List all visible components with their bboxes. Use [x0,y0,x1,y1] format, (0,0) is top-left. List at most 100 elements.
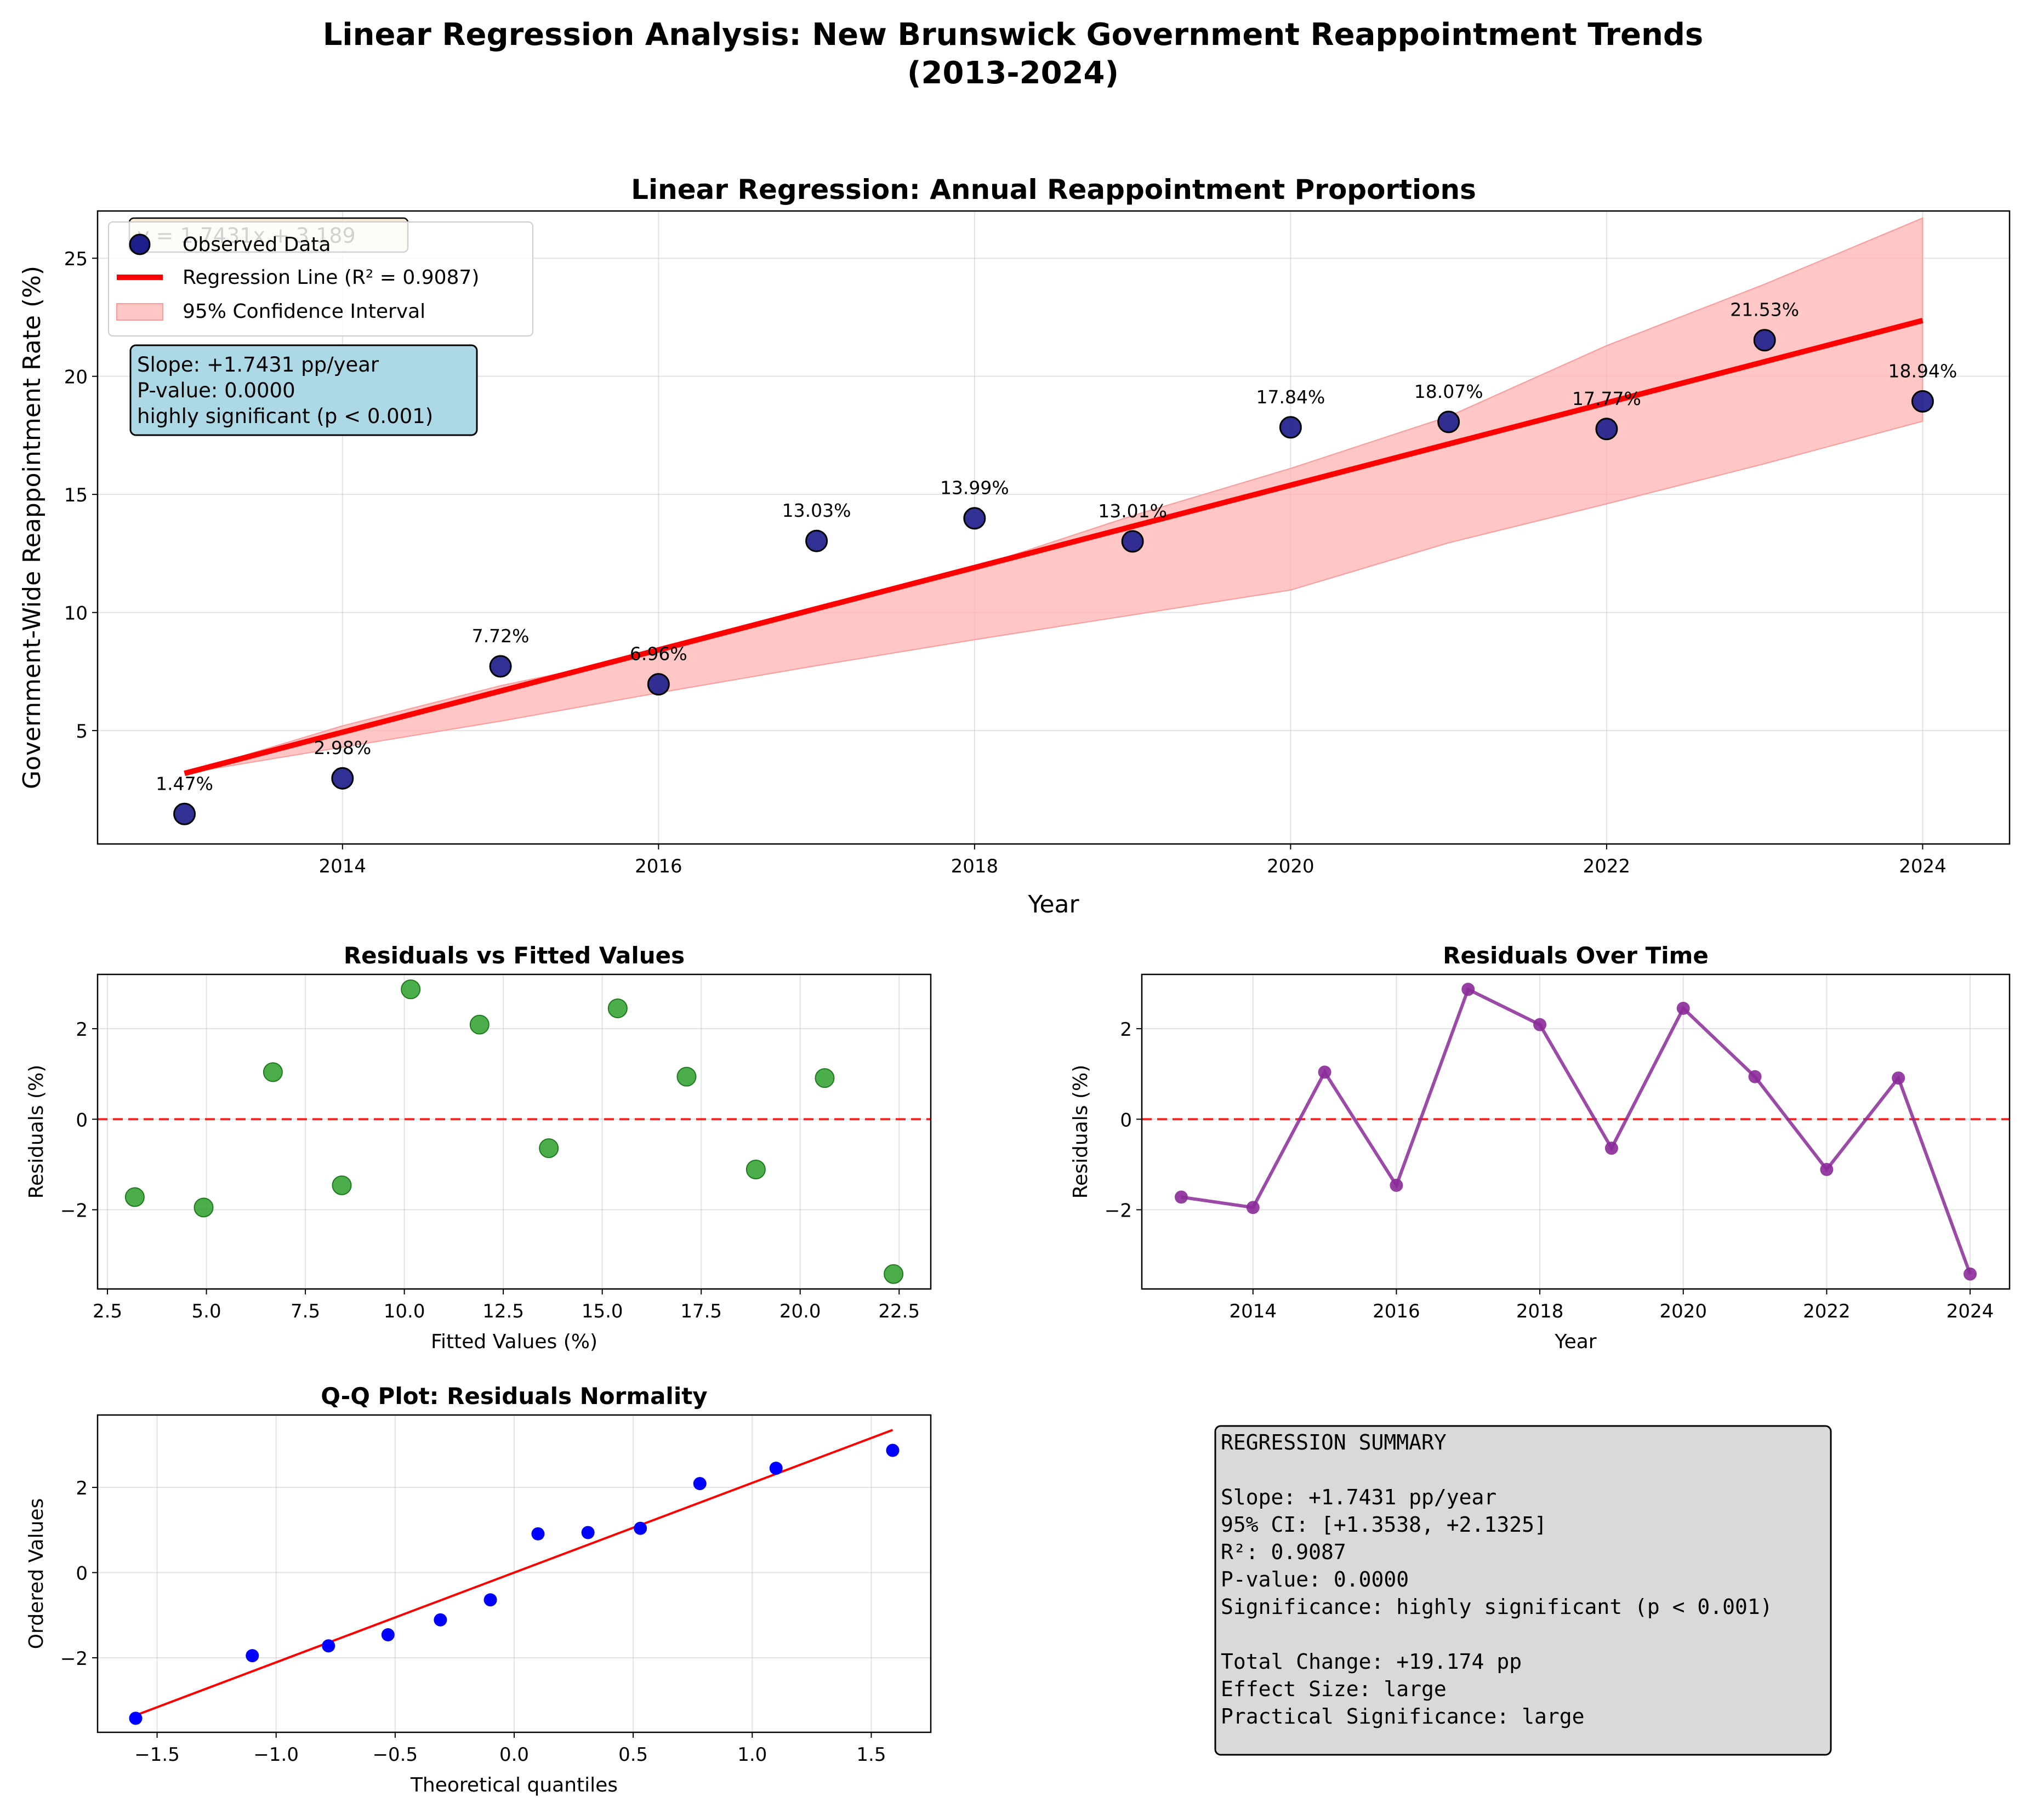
y-tick-label: −2 [60,1200,88,1222]
x-tick-label: 2020 [1267,855,1314,877]
qq-point [769,1462,783,1475]
stats-box-line: highly significant (p < 0.001) [137,404,433,428]
stats-box-line: P-value: 0.0000 [137,379,295,402]
summary-line: REGRESSION SUMMARY [1221,1430,1447,1454]
y-axis-label: Residuals (%) [1069,1065,1092,1199]
observed-data-point [1911,390,1934,413]
y-tick-label: 0 [1120,1109,1132,1131]
residual-point [1533,1018,1547,1031]
residual-point [1246,1201,1260,1214]
y-tick-label: −2 [60,1648,88,1670]
observed-data-point [1595,418,1618,441]
residual-point [815,1068,835,1088]
summary-box-background [1214,1425,1832,1756]
qq-plot-panel: −1.5 −1.0 −0.5 0.0 0.5 1.0 1.5 −2 0 2 Q-Q Plot: Re… [25,1383,932,1796]
y-axis-label: Government-Wide Reappointment Rate (%) [18,266,46,789]
y-tick-label: 10 [64,603,88,625]
residual-point [194,1197,214,1218]
x-tick-label: 0.5 [618,1744,648,1766]
residual-point [401,979,421,1000]
x-tick-label: 20.0 [779,1300,821,1322]
x-tick-label: 10.0 [384,1300,425,1322]
x-tick-label: 12.5 [482,1300,524,1322]
y-tick-label: 5 [76,721,88,743]
point-value-label: 1.47% [156,773,213,794]
x-tick-label: 15.0 [582,1300,623,1322]
observed-data-point [805,529,828,552]
qq-point [693,1477,707,1491]
axes-frame [1141,973,2011,1290]
x-tick-label: 2016 [1373,1300,1420,1322]
qq-point [886,1444,900,1457]
summary-line: Slope: +1.7431 pp/year [1221,1485,1496,1509]
axes-frame [96,210,2011,845]
x-tick-label: 5.0 [192,1300,221,1322]
residual-point [745,1159,766,1179]
panel-title: Residuals vs Fitted Values [344,942,685,969]
x-tick-label: −1.5 [134,1744,180,1766]
x-axis-label: Year [1554,1331,1596,1353]
x-tick-label: 2014 [1230,1300,1277,1322]
x-tick-label: 2024 [1947,1300,1994,1322]
residual-point [1964,1267,1977,1281]
point-value-label: 21.53% [1730,299,1799,321]
x-axis-label: Year [1027,891,1079,918]
qq-point [381,1628,395,1642]
y-tick-label: −2 [1105,1200,1132,1222]
summary-line: Practical Significance: large [1221,1704,1584,1728]
observed-data-point [1437,410,1460,433]
figure-title-line1: Linear Regression Analysis: New Brunswic… [323,17,1704,53]
residual-point [469,1014,490,1035]
x-tick-label: 17.5 [680,1300,722,1322]
observed-data-point [1753,329,1776,352]
y-axis-label: Ordered Values [25,1498,48,1650]
qq-point [129,1711,143,1725]
panel-title: Q-Q Plot: Residuals Normality [321,1383,707,1410]
stats-box [129,344,478,436]
x-tick-label: −0.5 [373,1744,418,1766]
qq-point [581,1526,595,1539]
legend-ci-swatch [116,303,163,321]
x-tick-label: 2024 [1899,855,1947,877]
residual-point [676,1066,697,1087]
point-value-label: 13.03% [782,500,851,521]
observed-data-point [1121,530,1144,553]
residual-point [607,998,628,1018]
x-tick-label: 7.5 [291,1300,320,1322]
residual-point [1604,1142,1618,1155]
summary-line: Total Change: +19.174 pp [1221,1650,1522,1674]
residual-point [539,1138,559,1159]
qq-point [634,1521,647,1535]
observed-data-point [647,673,670,696]
qq-reference-line [135,1429,894,1716]
observed-data-point [173,802,196,825]
x-tick-label: 22.5 [878,1300,920,1322]
point-value-label: 6.96% [630,643,687,665]
qq-point [531,1527,545,1541]
legend-entry: 95% Confidence Interval [183,300,425,323]
residual-point [1174,1190,1188,1204]
x-tick-label: 2022 [1803,1300,1851,1322]
legend-frame [108,221,533,336]
x-tick-label: 2014 [319,855,367,877]
y-tick-label: 0 [76,1109,88,1131]
x-tick-label: 2018 [951,855,999,877]
panel-title: Linear Regression: Annual Reappointment … [631,174,1476,206]
x-tick-label: 0.0 [499,1744,529,1766]
point-value-label: 18.07% [1414,381,1483,402]
qq-point [322,1639,335,1653]
legend-entry: Regression Line (R² = 0.9087) [183,266,479,289]
qq-point [434,1613,447,1627]
residual-point [1461,983,1475,996]
x-tick-label: 2.5 [93,1300,122,1322]
y-tick-label: 2 [76,1019,88,1041]
legend-observed-marker [129,233,151,255]
point-value-label: 2.98% [314,737,371,758]
point-value-label: 17.84% [1256,386,1325,408]
summary-line: Effect Size: large [1221,1677,1447,1701]
y-tick-label: 0 [76,1563,88,1585]
x-tick-label: 2018 [1516,1300,1564,1322]
residual-point [884,1264,904,1284]
summary-line: 95% CI: [+1.3538, +2.1325] [1221,1513,1547,1537]
stats-box-line: Slope: +1.7431 pp/year [137,353,379,376]
